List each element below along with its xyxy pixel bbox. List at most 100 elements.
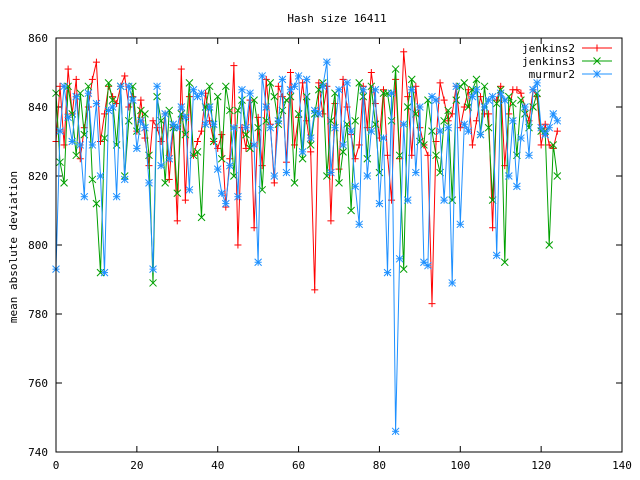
axis-ticks: 0 20 40 60 80 100 120 140 740 760 780 800 820 840 860 (28, 32, 632, 472)
data-point-murmur2 (60, 82, 68, 91)
data-point-murmur2 (234, 192, 242, 201)
legend-label-jenkins2: jenkins2 (522, 42, 575, 55)
data-point-jenkins3 (432, 151, 440, 160)
y-tick-label: 860 (28, 32, 48, 45)
data-point-murmur2 (100, 268, 109, 277)
data-point-jenkins3 (205, 82, 214, 91)
data-point-murmur2 (56, 127, 64, 136)
data-point-murmur2 (391, 427, 400, 436)
data-point-jenkins2 (436, 79, 444, 87)
data-point-jenkins2 (194, 138, 201, 145)
data-point-jenkins2 (262, 75, 270, 83)
data-point-jenkins2 (400, 48, 408, 56)
data-point-murmur2 (84, 89, 93, 98)
data-point-jenkins2 (412, 82, 420, 90)
data-point-murmur2 (472, 85, 481, 94)
data-point-murmur2 (476, 130, 485, 139)
data-point-murmur2 (290, 82, 299, 91)
data-point-murmur2 (339, 141, 347, 149)
data-point-murmur2 (456, 220, 465, 229)
data-point-jenkins2 (137, 96, 145, 104)
data-point-jenkins3 (193, 147, 202, 156)
data-point-jenkins3 (444, 106, 453, 115)
data-point-jenkins2 (286, 69, 294, 76)
y-tick-label: 820 (28, 170, 48, 183)
data-point-jenkins2 (113, 100, 121, 108)
data-point-murmur2 (286, 85, 295, 94)
data-point-murmur2 (460, 120, 469, 129)
data-point-jenkins3 (161, 179, 170, 187)
data-point-jenkins2 (404, 93, 412, 101)
data-point-jenkins3 (209, 137, 218, 146)
data-point-murmur2 (141, 123, 149, 132)
data-point-jenkins3 (173, 189, 182, 198)
data-point-murmur2 (407, 85, 416, 94)
data-point-murmur2 (533, 78, 541, 87)
data-point-jenkins3 (254, 123, 262, 132)
data-point-jenkins2 (173, 217, 181, 225)
data-point-murmur2 (359, 85, 368, 94)
series-line-jenkins2 (55, 51, 558, 304)
data-point-jenkins2 (234, 241, 242, 249)
data-point-murmur2 (161, 110, 170, 118)
data-point-murmur2 (327, 168, 335, 177)
data-point-murmur2 (504, 172, 513, 180)
y-tick-label: 780 (28, 308, 48, 321)
data-point-jenkins2 (497, 82, 505, 90)
data-point-murmur2 (367, 127, 376, 136)
data-point-jenkins2 (440, 96, 448, 104)
data-point-murmur2 (537, 123, 545, 132)
data-point-jenkins3 (108, 96, 117, 104)
y-tick-label: 800 (28, 239, 48, 252)
data-point-murmur2 (254, 258, 262, 267)
data-point-murmur2 (225, 161, 234, 170)
data-point-jenkins3 (553, 172, 562, 180)
data-point-murmur2 (157, 161, 165, 170)
data-point-murmur2 (517, 134, 525, 142)
data-point-jenkins3 (517, 96, 525, 104)
data-point-jenkins2 (76, 155, 84, 163)
data-point-jenkins2 (60, 141, 68, 149)
data-point-murmur2 (124, 82, 133, 91)
data-point-murmur2 (306, 134, 315, 142)
data-point-jenkins2 (541, 120, 549, 128)
plot-area (52, 48, 562, 436)
data-point-jenkins2 (274, 82, 282, 90)
data-point-jenkins2 (513, 86, 521, 94)
data-point-jenkins2 (315, 79, 323, 87)
data-point-murmur2 (217, 189, 226, 198)
data-point-murmur2 (444, 123, 453, 132)
data-point-jenkins3 (347, 206, 355, 215)
data-point-jenkins2 (270, 179, 278, 187)
data-point-jenkins3 (141, 110, 149, 118)
data-point-jenkins3 (403, 103, 412, 111)
data-point-murmur2 (68, 137, 77, 146)
data-point-jenkins2 (517, 89, 525, 97)
legend-marker-jenkins3 (593, 57, 601, 65)
legend-label-murmur2: murmur2 (529, 68, 575, 81)
data-point-murmur2 (508, 116, 517, 125)
data-point-murmur2 (153, 82, 161, 91)
data-point-murmur2 (545, 123, 554, 132)
data-point-jenkins2 (242, 144, 250, 152)
data-point-murmur2 (440, 196, 448, 205)
data-point-jenkins3 (508, 99, 517, 108)
data-point-murmur2 (347, 127, 355, 136)
data-point-jenkins3 (185, 78, 194, 87)
y-axis-label: mean absolute deviation (7, 171, 20, 323)
data-point-jenkins2 (92, 58, 100, 66)
data-point-murmur2 (165, 154, 174, 163)
data-point-jenkins2 (88, 75, 96, 83)
data-point-murmur2 (464, 127, 473, 136)
data-point-murmur2 (221, 199, 230, 208)
data-point-murmur2 (205, 103, 214, 111)
data-point-jenkins2 (121, 72, 129, 80)
data-point-jenkins3 (60, 179, 68, 187)
data-point-jenkins3 (149, 279, 157, 287)
data-point-jenkins2 (230, 62, 238, 70)
data-point-jenkins2 (460, 103, 468, 111)
data-point-murmur2 (88, 141, 97, 149)
data-point-jenkins2 (254, 113, 262, 121)
